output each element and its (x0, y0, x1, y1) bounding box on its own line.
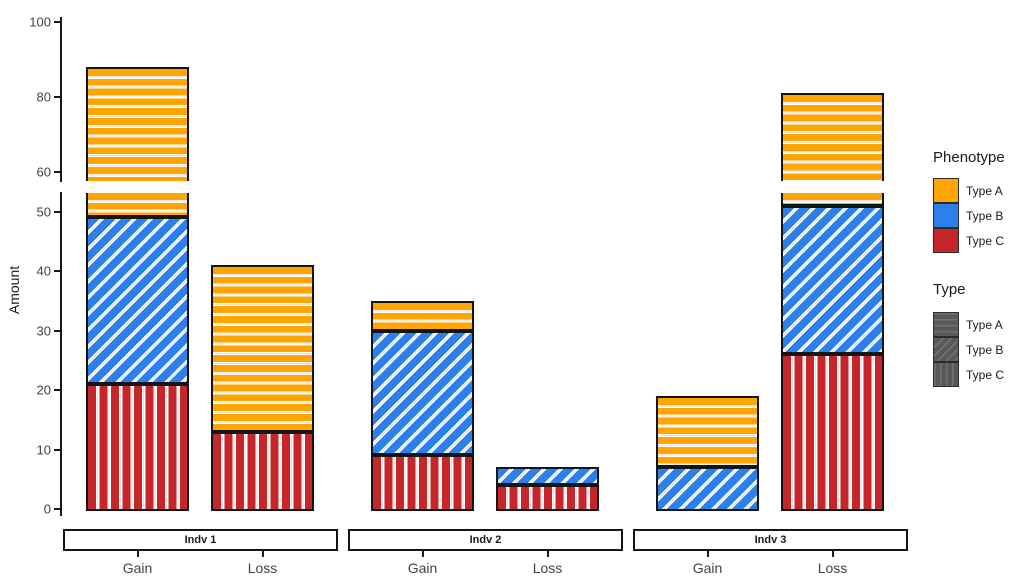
legend-label: Type C (966, 233, 1005, 248)
x-tick-mark (831, 551, 834, 557)
y-tick-mark (54, 210, 60, 213)
legend-key-type-type-b (933, 337, 959, 362)
y-tick-label: 100 (29, 14, 51, 30)
legend-title-phenotype: Phenotype (933, 149, 1005, 166)
y-tick-mark (54, 508, 60, 510)
y-tick-label: 40 (36, 263, 51, 279)
bar-indv-1-loss-type-c (211, 431, 314, 511)
x-tick-label-gain: Gain (122, 560, 153, 576)
bar-indv-1-loss-type-a (211, 265, 314, 432)
facet-strip-2: Indv 2 (348, 529, 623, 551)
y-tick-label: 50 (36, 204, 51, 219)
y-tick-mark (54, 448, 60, 451)
y-tick-label: 80 (36, 89, 51, 105)
legend-key-type-type-c (933, 362, 959, 387)
x-tick-mark (136, 551, 139, 557)
y-tick-mark (54, 270, 60, 272)
y-tick-mark (54, 389, 60, 391)
y-tick-mark (54, 96, 60, 98)
x-tick-mark (546, 551, 549, 557)
bar-indv-1-gain-type-c (86, 384, 189, 511)
bar-indv-1-gain-type-b (86, 217, 189, 385)
y-tick-label: 60 (36, 164, 51, 180)
x-tick-mark (421, 551, 424, 557)
legend-key-type-type-a (933, 312, 959, 337)
legend-key-phenotype-type-c (933, 228, 959, 253)
legend-label: Type A (966, 317, 1003, 332)
facet-strip-3: Indv 3 (633, 529, 908, 551)
bar-indv-3-gain-type-b (656, 467, 759, 511)
facet-strip-1: Indv 1 (63, 529, 338, 551)
legend-label: Type A (966, 183, 1003, 198)
bar-indv-3-loss-type-a (781, 193, 884, 206)
bar-indv-3-loss-type-c (781, 354, 884, 511)
bar-indv-3-gain-type-a (656, 395, 759, 468)
y-tick-label: 20 (36, 382, 51, 398)
bar-indv-3-loss-type-b (781, 205, 884, 355)
y-axis-line-lower (60, 192, 62, 516)
y-tick-mark (54, 171, 60, 173)
legend-key-phenotype-type-b (933, 203, 959, 228)
x-tick-mark (261, 551, 264, 557)
bar-indv-1-gain-type-a (86, 193, 189, 218)
legend-key-phenotype-type-a (933, 178, 959, 203)
bar-indv-2-gain-type-b (371, 330, 474, 456)
legend-label: Type B (966, 208, 1004, 223)
y-tick-mark (54, 329, 60, 332)
x-tick-label-loss: Loss (247, 560, 278, 576)
x-tick-mark (706, 551, 709, 557)
legend-label: Type B (966, 342, 1004, 357)
x-tick-label-loss: Loss (532, 560, 563, 576)
y-tick-label: 30 (36, 323, 51, 338)
x-tick-label-gain: Gain (692, 560, 723, 576)
bar-indv-1-gain-type-a (86, 67, 189, 181)
legend-title-type: Type (933, 281, 966, 298)
x-tick-label-gain: Gain (407, 560, 438, 576)
y-tick-mark (54, 21, 60, 23)
x-tick-label-loss: Loss (817, 560, 848, 576)
bar-indv-2-loss-type-c (496, 485, 599, 511)
legend-label: Type C (966, 367, 1005, 382)
bar-indv-2-gain-type-a (371, 300, 474, 331)
bar-indv-2-gain-type-c (371, 455, 474, 511)
bar-indv-2-loss-type-b (496, 467, 599, 486)
y-axis-line-upper (60, 17, 62, 182)
bar-indv-3-loss-type-a (781, 93, 884, 181)
y-tick-label: 10 (36, 442, 51, 457)
y-tick-label: 0 (43, 501, 51, 517)
